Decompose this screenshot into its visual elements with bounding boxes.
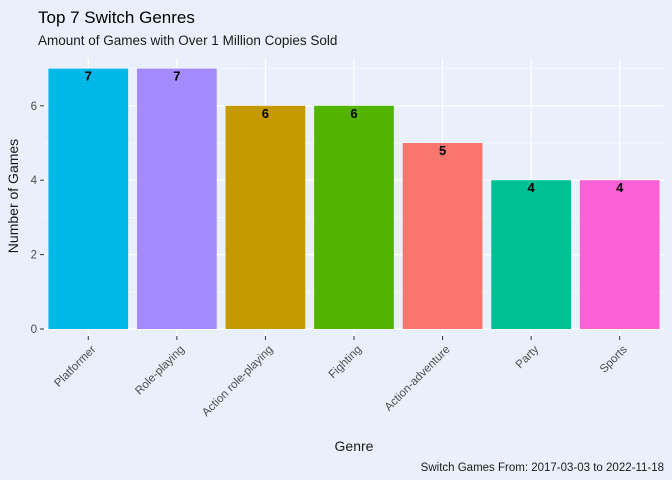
- data-label: 6: [350, 106, 357, 121]
- data-label: 4: [616, 180, 624, 195]
- y-tick-label: 0: [31, 324, 37, 336]
- data-label: 5: [439, 143, 446, 158]
- bar: [137, 68, 217, 329]
- chart-subtitle: Amount of Games with Over 1 Million Copi…: [38, 33, 337, 48]
- bars: [48, 68, 660, 329]
- data-label: 7: [85, 69, 92, 84]
- bar: [579, 180, 660, 329]
- chart-title: Top 7 Switch Genres: [38, 8, 195, 27]
- x-axis-title: Genre: [335, 438, 374, 454]
- bar: [314, 105, 394, 329]
- bar: [491, 180, 571, 329]
- y-tick-label: 6: [31, 101, 37, 113]
- data-labels: 7 7 6 6 5 4 4: [85, 69, 624, 196]
- y-tick-label: 2: [31, 250, 37, 262]
- bar: [402, 143, 483, 329]
- data-label: 7: [173, 69, 180, 84]
- chart-caption: Switch Games From: 2017-03-03 to 2022-11…: [421, 462, 664, 474]
- bar: [225, 105, 306, 329]
- data-label: 6: [262, 106, 269, 121]
- data-label: 4: [528, 180, 536, 195]
- y-axis-title: Number of Games: [5, 139, 21, 253]
- y-tick-label: 4: [31, 175, 38, 187]
- y-axis-tick-labels: 0 2 4 6: [31, 101, 44, 336]
- bar: [48, 68, 129, 329]
